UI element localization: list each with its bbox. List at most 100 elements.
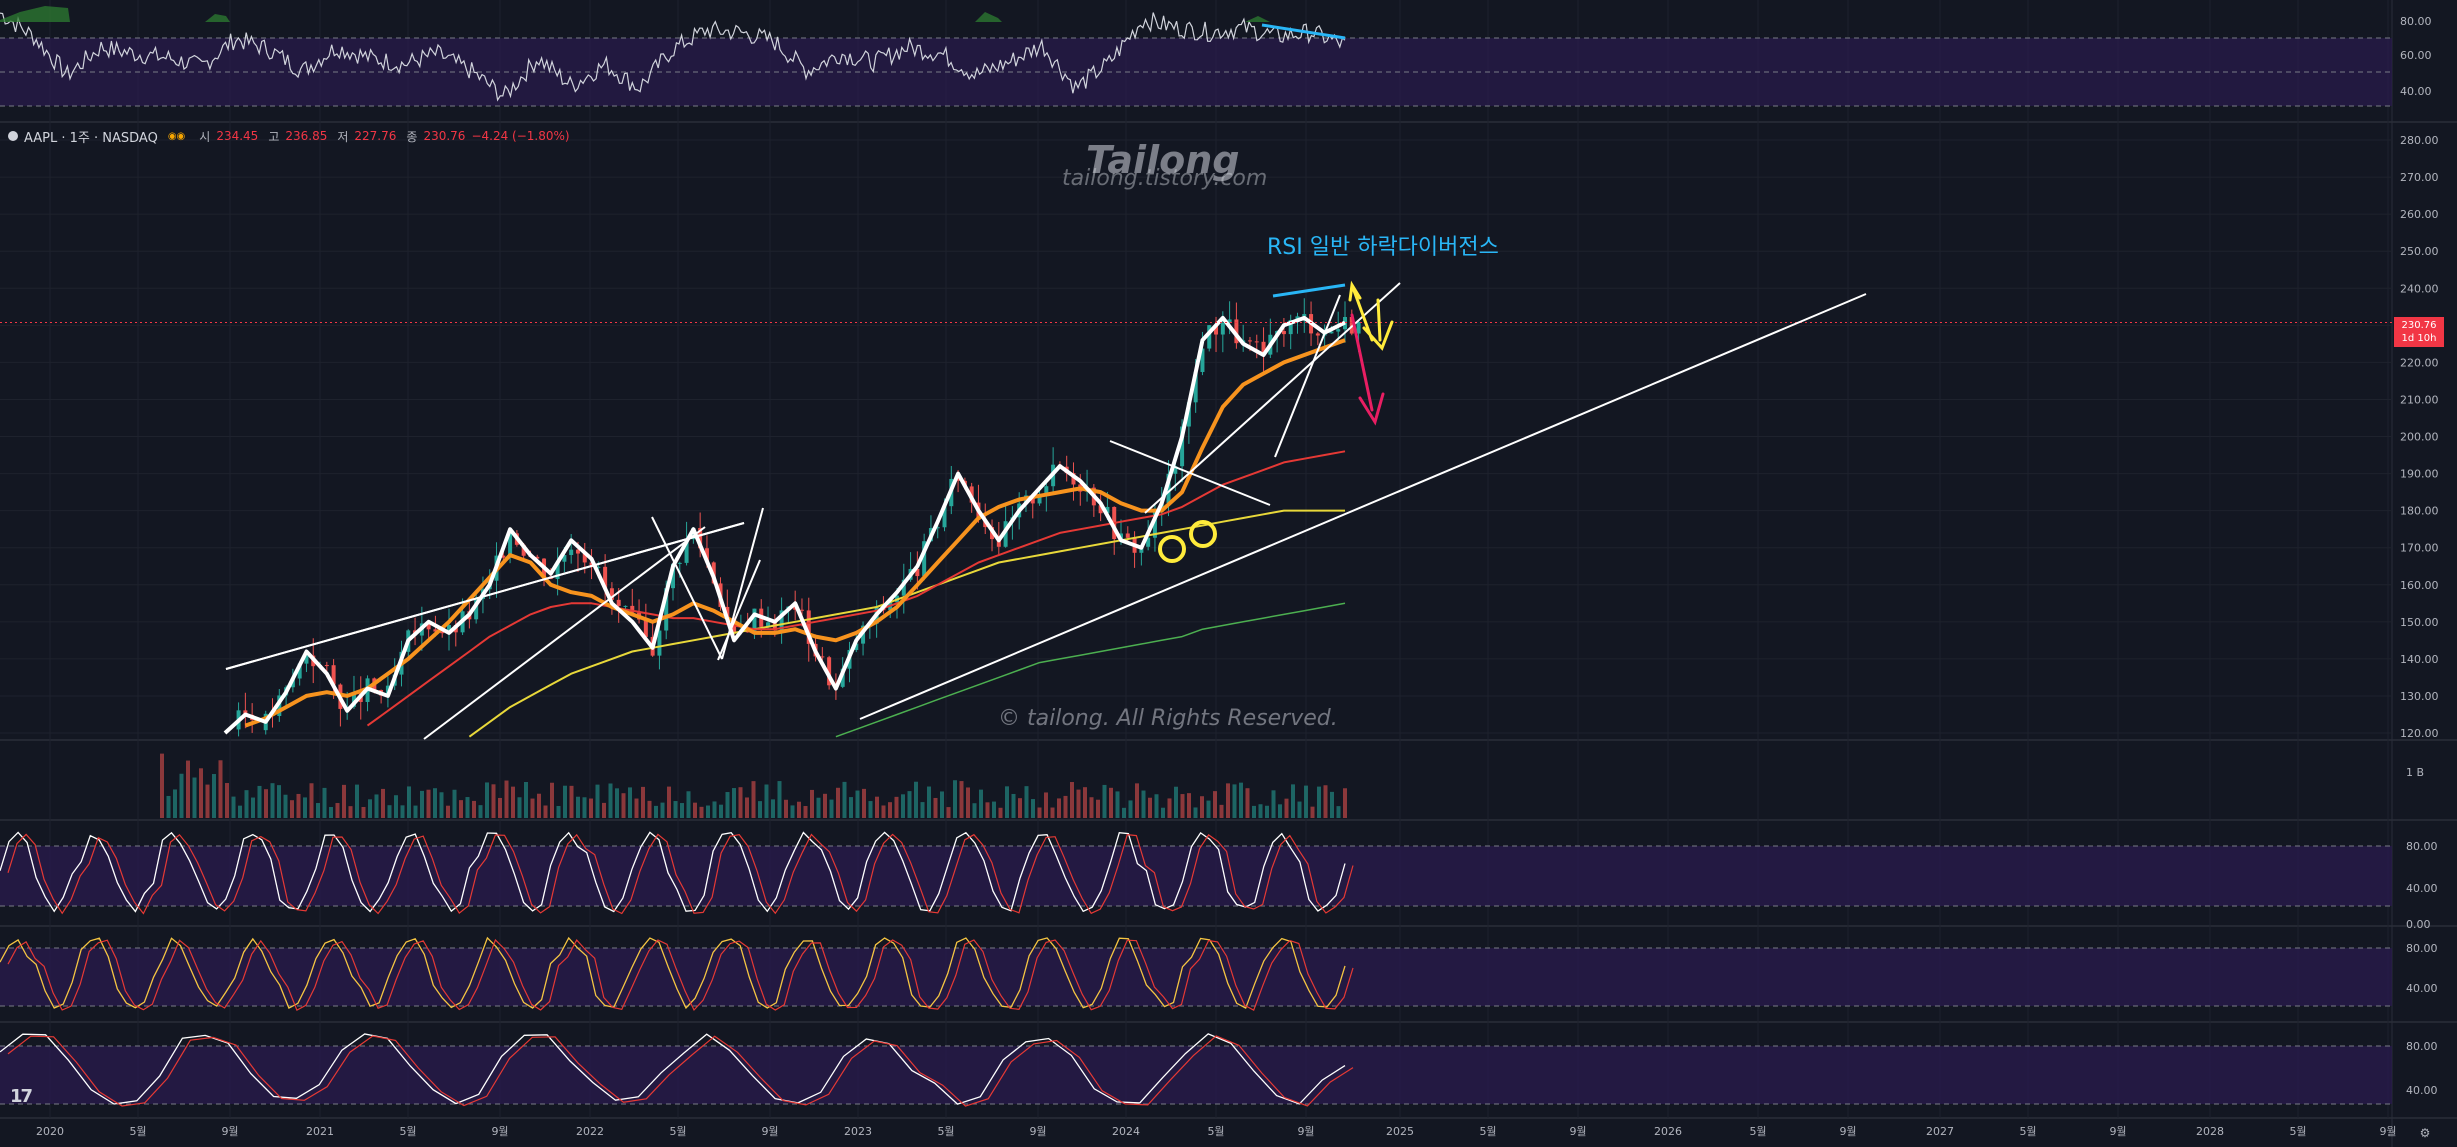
oscillator-tick-label: 40.00 <box>2406 982 2438 995</box>
candle-body <box>827 657 832 686</box>
candle-body <box>1329 331 1334 334</box>
volume-bar <box>1193 807 1198 818</box>
price-tick-label: 270.00 <box>2400 171 2439 184</box>
volume-bar <box>1037 807 1042 818</box>
candle-body <box>1173 466 1178 474</box>
volume-bar <box>1213 791 1217 818</box>
volume-bar <box>862 788 866 818</box>
watermark-copyright: © tailong. All Rights Reserved. <box>998 706 1338 731</box>
volume-bar <box>654 805 658 818</box>
oscillator-tick-label: 80.00 <box>2406 1040 2438 1053</box>
oscillator-tick-label: 0.00 <box>2406 918 2431 931</box>
candle-body <box>1302 314 1307 317</box>
tradingview-logo-icon[interactable]: 17 <box>10 1086 33 1107</box>
candle-body <box>956 478 961 481</box>
candle-body <box>1146 537 1151 547</box>
candle-body <box>582 553 587 563</box>
symbol-name[interactable]: AAPL · 1주 · NASDAQ <box>24 130 158 146</box>
time-tick-label: 2022 <box>576 1125 604 1138</box>
time-tick-label: 9월 <box>2379 1125 2396 1138</box>
volume-bar <box>868 801 873 818</box>
volume-bar <box>699 806 704 818</box>
candle-body <box>1200 348 1205 373</box>
oscillator-tick-label: 80.00 <box>2406 942 2438 955</box>
volume-bar <box>192 777 197 818</box>
volume-bar <box>472 800 476 818</box>
volume-bar <box>433 788 437 818</box>
volume-bar <box>1206 800 1211 818</box>
open-label: 시 <box>199 129 211 144</box>
volume-bar <box>1096 799 1100 818</box>
candle-body <box>799 609 804 611</box>
volume-bar <box>1128 800 1133 818</box>
volume-bar <box>1148 797 1152 818</box>
price-tick-label: 170.00 <box>2400 542 2439 555</box>
volume-tick-label: 1 B <box>2406 766 2424 779</box>
volume-bar <box>550 782 554 818</box>
price-tick-label: 250.00 <box>2400 245 2439 258</box>
oscillator-tick-label: 40.00 <box>2406 882 2438 895</box>
volume-bar <box>985 802 990 818</box>
volume-bar <box>218 760 223 818</box>
volume-bar <box>1317 786 1321 818</box>
time-tick-label: 9월 <box>1839 1125 1856 1138</box>
candle-body <box>752 608 757 633</box>
price-tick-label: 120.00 <box>2400 727 2439 740</box>
volume-bar <box>342 784 346 818</box>
volume-bar <box>901 794 905 818</box>
candle-body <box>915 568 920 577</box>
time-tick-label: 9월 <box>2109 1125 2126 1138</box>
rsi-overbought-fill <box>205 14 230 22</box>
candle-body <box>1207 325 1212 349</box>
volume-bar <box>511 786 515 818</box>
volume-bar <box>459 800 463 818</box>
candle-body <box>508 533 513 558</box>
volume-bar <box>1258 804 1263 818</box>
candle-body <box>806 610 811 644</box>
volume-bar <box>621 793 626 818</box>
rsi-band <box>0 38 2392 106</box>
volume-bar <box>706 805 710 818</box>
volume-bar <box>361 806 366 818</box>
volume-bar <box>1336 806 1341 818</box>
candle-body <box>562 555 567 562</box>
candle-body <box>1247 340 1252 342</box>
price-tick-label: 240.00 <box>2400 282 2439 295</box>
time-tick-label: 5월 <box>2019 1125 2036 1138</box>
volume-bar <box>634 798 639 818</box>
oscillator-line <box>0 936 1346 1010</box>
close-value: 230.76 <box>423 129 466 143</box>
volume-bar <box>244 790 249 818</box>
volume-bar <box>446 805 450 818</box>
candle-body <box>596 566 601 568</box>
bar-countdown: 1d 10h <box>2401 333 2437 344</box>
gear-icon[interactable]: ⚙ <box>2419 1126 2431 1140</box>
price-divergence-line <box>1272 283 1346 298</box>
ma-red-line <box>366 450 1346 727</box>
change-value: −4.24 (−1.80%) <box>471 129 570 143</box>
ma-orange-line <box>244 338 1346 728</box>
volume-bar <box>335 803 340 818</box>
price-tick-label: 280.00 <box>2400 134 2439 147</box>
candle-body <box>643 619 648 637</box>
volume-bar <box>166 795 171 818</box>
price-tick-label: 130.00 <box>2400 690 2439 703</box>
volume-bar <box>790 805 795 818</box>
time-tick-label: 5월 <box>2289 1125 2306 1138</box>
volume-bar <box>543 805 548 818</box>
volume-bar <box>1265 805 1269 818</box>
candle-body <box>1180 426 1185 467</box>
volume-bar <box>589 798 593 818</box>
time-tick-label: 2025 <box>1386 1125 1414 1138</box>
oscillator-line <box>0 831 1346 913</box>
volume-bar <box>1330 791 1334 818</box>
candle-body <box>603 566 608 589</box>
volume-bar <box>264 789 268 818</box>
volume-bar <box>283 794 288 818</box>
candle-body <box>671 563 675 589</box>
volume-bar <box>348 806 353 818</box>
candle-body <box>1166 473 1171 504</box>
